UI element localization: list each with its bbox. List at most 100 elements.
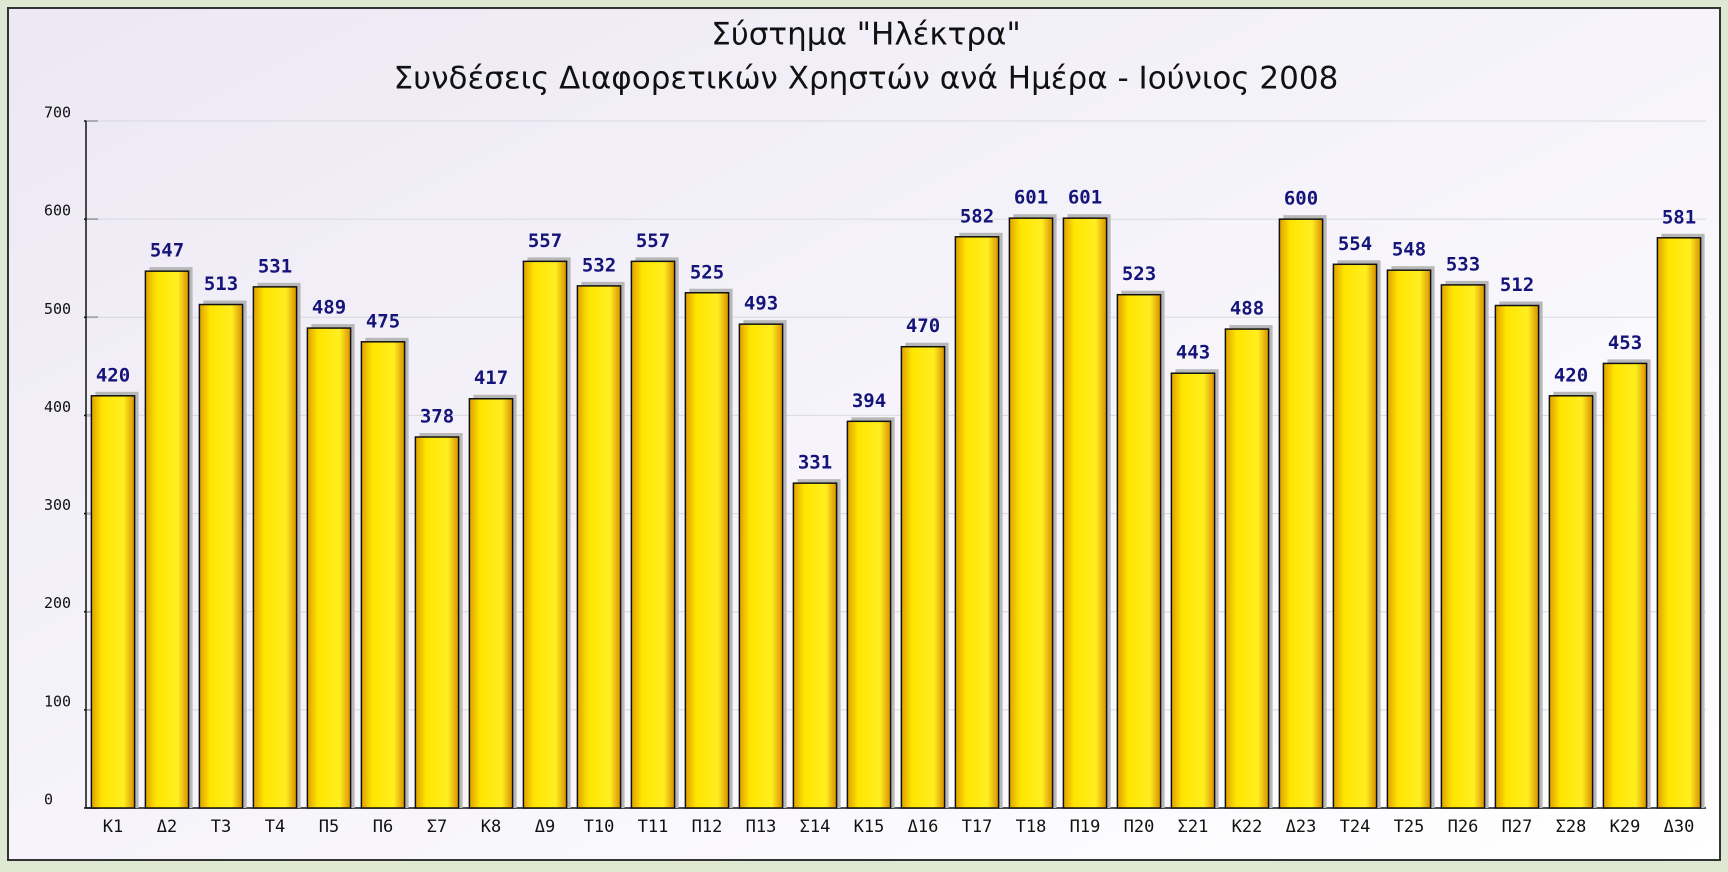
bar [1225,329,1268,808]
value-label: 582 [960,205,994,227]
value-label: 394 [852,390,886,412]
bar [415,437,458,808]
value-label: 601 [1068,187,1102,209]
bar [1441,285,1484,808]
value-label: 475 [366,310,400,332]
chart: Σύστημα "Ηλέκτρα" Συνδέσεις Διαφορετικών… [0,0,1728,868]
value-label: 417 [474,367,508,389]
x-tick-label: Τ11 [638,817,669,837]
value-label: 493 [744,293,778,315]
value-label: 489 [312,297,346,319]
x-tick-label: Δ23 [1286,817,1317,837]
bar [469,399,512,808]
x-tick-label: Σ28 [1556,817,1587,837]
value-label: 547 [150,240,184,262]
bar [847,421,890,808]
x-tick-label: Δ16 [908,817,939,837]
x-tick-label: Π27 [1502,817,1533,837]
x-tick-label: Π6 [373,817,393,837]
x-tick-label: Δ2 [157,817,177,837]
y-tick-label: 100 [44,692,71,710]
y-tick-label: 700 [44,104,71,122]
x-tick-label: Τ25 [1394,817,1425,837]
x-tick-label: Κ22 [1232,817,1263,837]
x-tick-label: Π12 [692,817,723,837]
x-tick-label: Π26 [1448,817,1479,837]
bar [1279,219,1322,808]
value-label: 532 [582,254,616,276]
bar [793,483,836,808]
bar [1009,218,1052,808]
bar [1657,238,1700,808]
x-tick-label: Π20 [1124,817,1155,837]
value-label: 513 [204,273,238,295]
x-tick-label: Σ7 [427,817,447,837]
value-label: 420 [1554,364,1588,386]
value-label: 557 [636,230,670,252]
value-label: 533 [1446,253,1480,275]
bar [523,261,566,808]
y-tick-label: 300 [44,496,71,514]
x-tick-label: Τ17 [962,817,993,837]
value-label: 378 [420,406,454,428]
x-tick-label: Σ21 [1178,817,1209,837]
bar [1333,264,1376,808]
bar [685,293,728,808]
value-label: 525 [690,261,724,283]
value-label: 512 [1500,274,1534,296]
bar [145,271,188,808]
bar [307,328,350,808]
bar [1063,218,1106,808]
value-label: 601 [1014,187,1048,209]
x-tick-label: Τ24 [1340,817,1371,837]
bar [577,286,620,808]
x-tick-label: Τ3 [211,817,231,837]
x-tick-label: Τ18 [1016,817,1047,837]
x-tick-label: Σ14 [800,817,831,837]
bar [1495,306,1538,808]
bar [739,324,782,808]
value-label: 443 [1176,342,1210,364]
bar [1603,363,1646,808]
bar [955,237,998,808]
bar [1387,270,1430,808]
bar [1549,396,1592,808]
x-tick-label: Δ30 [1664,817,1695,837]
bar [253,287,296,808]
value-label: 548 [1392,239,1426,261]
value-label: 420 [96,364,130,386]
value-label: 488 [1230,298,1264,320]
bar [1117,295,1160,808]
x-tick-label: Δ9 [535,817,555,837]
y-tick-label: 200 [44,594,71,612]
value-label: 523 [1122,263,1156,285]
value-label: 600 [1284,188,1318,210]
y-tick-label: 500 [44,300,71,318]
chart-subtitle: Συνδέσεις Διαφορετικών Χρηστών ανά Ημέρα… [394,61,1339,97]
bar [361,342,404,808]
x-tick-label: Π19 [1070,817,1101,837]
value-label: 581 [1662,206,1696,228]
x-tick-label: Π5 [319,817,339,837]
y-tick-label: 400 [44,398,71,416]
value-label: 554 [1338,233,1372,255]
value-label: 453 [1608,332,1642,354]
chart-title: Σύστημα "Ηλέκτρα" [711,17,1020,53]
x-tick-label: Τ10 [584,817,615,837]
bar [199,305,242,808]
x-tick-label: Κ29 [1610,817,1641,837]
value-label: 557 [528,230,562,252]
y-tick-label: 0 [44,791,53,809]
value-label: 470 [906,315,940,337]
bar [901,347,944,808]
bar [631,261,674,808]
bar [91,396,134,808]
value-label: 531 [258,255,292,277]
value-label: 331 [798,452,832,474]
x-tick-label: Κ15 [854,817,885,837]
y-tick-label: 600 [44,202,71,220]
x-tick-label: Κ1 [103,817,123,837]
x-tick-label: Τ4 [265,817,285,837]
x-tick-label: Π13 [746,817,777,837]
x-tick-label: Κ8 [481,817,501,837]
